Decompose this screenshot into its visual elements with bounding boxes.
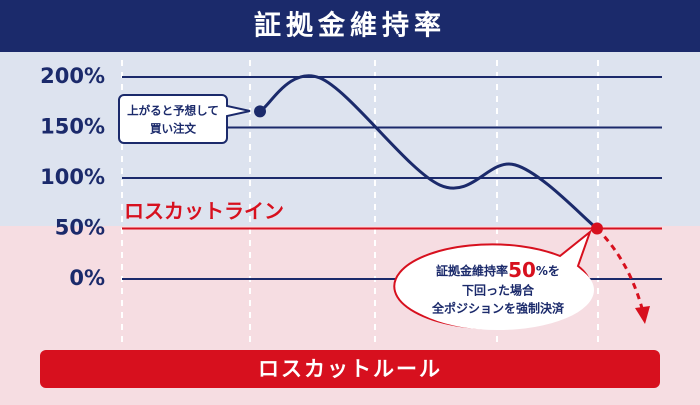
- line: [259, 74, 598, 230]
- chart-title: 証拠金維持率: [254, 10, 446, 42]
- buy-callout: [118, 94, 251, 144]
- loss-point: [591, 222, 603, 235]
- banner: [40, 350, 660, 388]
- y-tick-label: 0%: [69, 266, 105, 290]
- y-tick-label: 150%: [40, 115, 105, 139]
- upper-zone: [0, 52, 700, 226]
- loss-note-big: 50: [508, 258, 536, 282]
- loss-note: 下回った場合: [462, 283, 535, 298]
- y-tick-label: 100%: [40, 165, 105, 189]
- loss-note: 証拠金維持率50%を: [436, 258, 560, 282]
- buy-note: 上がると予想して: [127, 104, 219, 118]
- arrow-head: [635, 306, 650, 324]
- buy-point: [254, 105, 266, 118]
- banner-text: ロスカットルール: [258, 357, 442, 381]
- loss-note-lead: 証拠金維持率: [436, 263, 508, 278]
- loss-note: 全ポジションを強制決済: [431, 301, 565, 316]
- buy-note: 買い注文: [150, 122, 196, 136]
- loss-callout-body: [402, 250, 594, 330]
- loss-cut-label: ロスカットライン: [124, 199, 284, 223]
- y-tick-label: 50%: [55, 216, 105, 240]
- trend-arrow: [595, 227, 645, 313]
- y-tick-label: 200%: [40, 64, 105, 88]
- title-bar: [0, 0, 700, 52]
- loss-note-tail: %を: [536, 264, 560, 278]
